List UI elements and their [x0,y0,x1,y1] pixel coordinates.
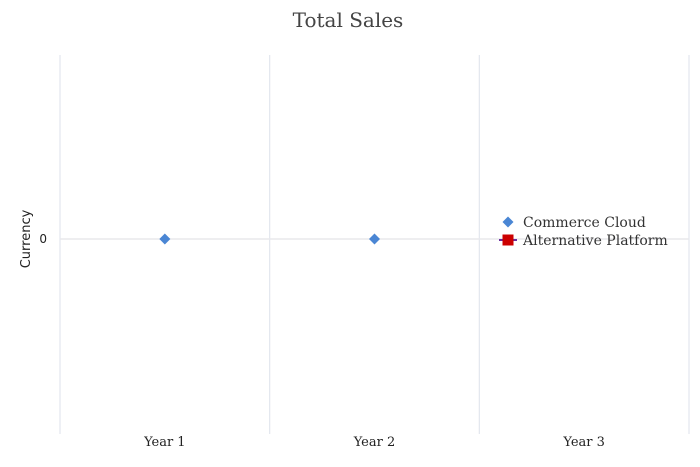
legend-item[interactable]: Commerce Cloud [502,215,646,231]
x-tick-label: Year 2 [353,435,396,450]
x-tick-label: Year 1 [143,435,186,450]
series-layer [159,233,380,245]
data-point [369,233,380,245]
legend[interactable]: Commerce Cloud Alternative Platform [499,215,668,249]
legend-marker [502,234,514,246]
series-commerce-cloud [159,233,380,245]
x-tick-label: Year 3 [562,435,605,450]
x-ticks: Year 1 Year 2 Year 3 [143,435,605,450]
legend-marker [502,216,514,228]
y-tick-label: 0 [39,232,47,246]
data-point [159,233,171,245]
legend-label: Commerce Cloud [523,215,646,231]
chart-title: Total Sales [293,8,404,32]
legend-label: Alternative Platform [522,233,668,249]
y-axis-title: Currency [19,209,34,268]
legend-item[interactable]: Alternative Platform [499,233,668,249]
